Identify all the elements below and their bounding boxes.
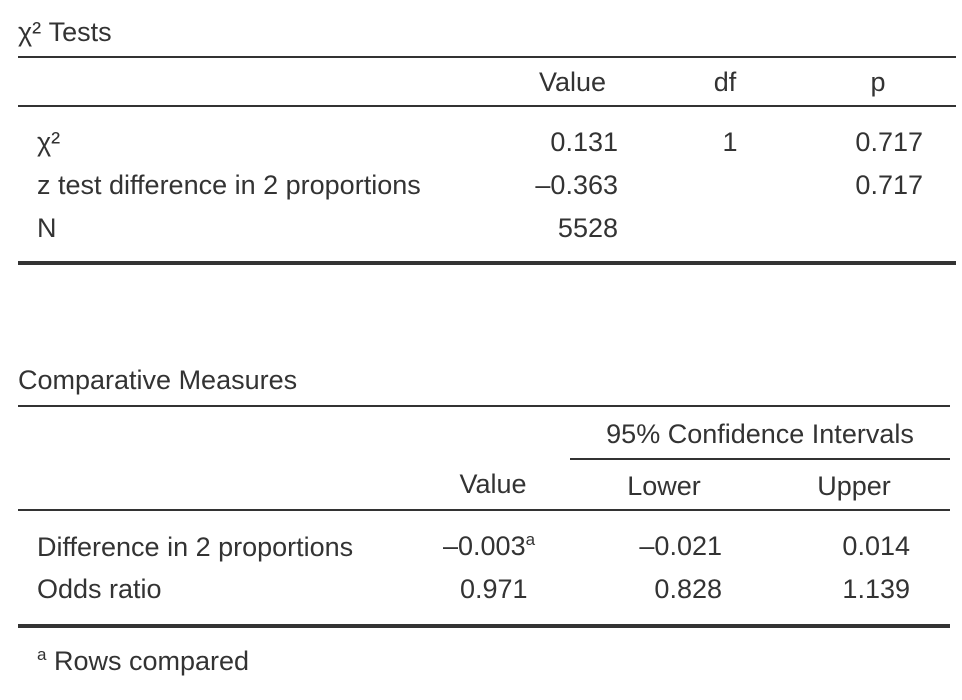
comp-row-value: 0.971 [460, 576, 528, 603]
chi-row-value: 5528 [557, 213, 618, 243]
table-footnote: a Rows compared [37, 645, 250, 676]
comp-row-label: Odds ratio [37, 574, 162, 604]
comparative-bottom-rule [18, 624, 950, 628]
ci-group-rule [570, 458, 950, 460]
chi-header-df: df [713, 67, 737, 97]
chi-row-value: 0.131 [550, 127, 618, 157]
chi-row-p: 0.717 [855, 170, 923, 200]
footnote-mark: a [37, 645, 47, 664]
chi-row-label: z test difference in 2 proportions [37, 170, 421, 200]
chi-row-p: 0.717 [855, 127, 923, 157]
comp-row-lower: –0.021 [639, 531, 722, 561]
comparative-header-rule [18, 509, 950, 511]
comp-row-lower: 0.828 [654, 574, 722, 604]
comp-row-value-text: 0.971 [460, 574, 528, 604]
comp-row-value: –0.003a [443, 530, 536, 561]
chi-tests-bottom-rule [18, 261, 956, 265]
chi-row-df: 1 [722, 127, 738, 157]
footnote-text: Rows compared [53, 646, 250, 676]
chi-tests-title: χ² Tests [18, 17, 112, 47]
chi-tests-header-rule [18, 105, 956, 107]
ci-group-header: 95% Confidence Intervals [606, 419, 914, 449]
comparative-title: Comparative Measures [18, 365, 298, 395]
chi-header-value: Value [538, 67, 606, 97]
comp-row-upper: 0.014 [842, 531, 910, 561]
comp-row-upper: 1.139 [842, 574, 910, 604]
chi-row-label: N [37, 213, 57, 243]
chi-tests-top-rule [18, 56, 956, 58]
chi-row-value: –0.363 [535, 170, 618, 200]
comp-row-value-text: –0.003 [443, 531, 526, 561]
chi-row-label: χ² [37, 127, 61, 157]
comparative-top-rule [18, 405, 950, 407]
comp-header-lower: Lower [627, 471, 701, 501]
comp-header-value: Value [459, 469, 527, 499]
chi-header-p: p [870, 67, 886, 97]
footnote-marker: a [525, 530, 536, 549]
comp-row-label: Difference in 2 proportions [37, 532, 354, 562]
comp-header-upper: Upper [817, 471, 891, 501]
